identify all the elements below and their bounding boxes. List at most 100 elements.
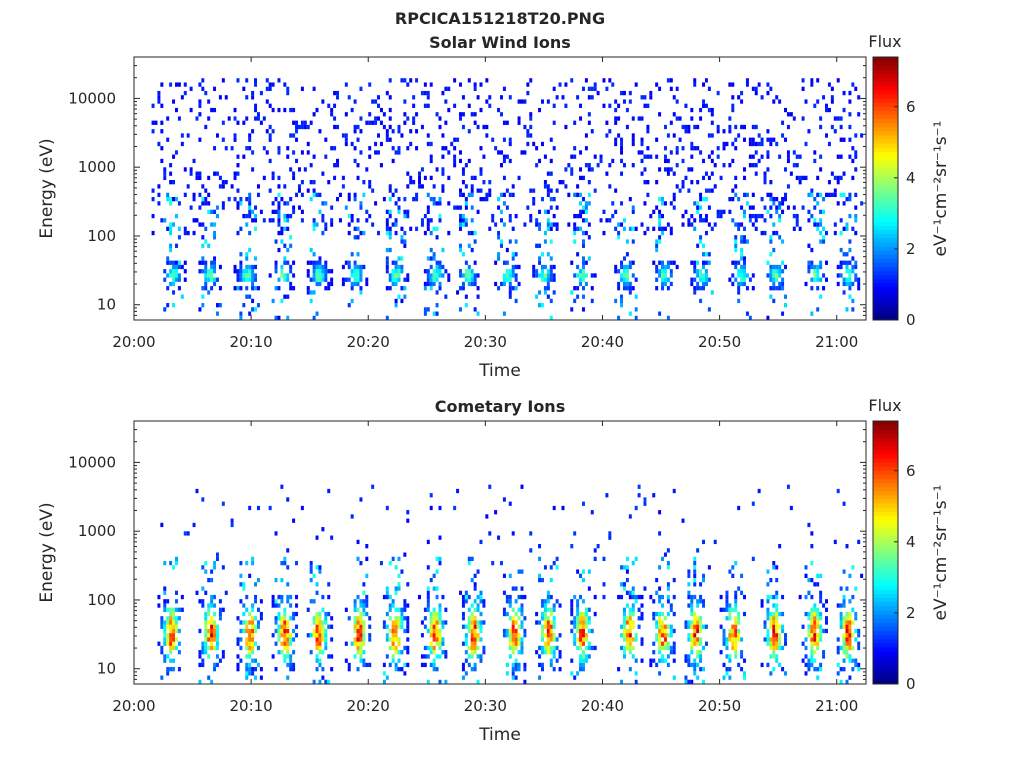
- heatmap-cell: [172, 565, 176, 570]
- heatmap-cell: [740, 205, 744, 210]
- heatmap-cell: [341, 184, 345, 189]
- heatmap-cell: [734, 603, 738, 608]
- heatmap-cell: [388, 286, 392, 291]
- heatmap-cell: [245, 645, 249, 651]
- heatmap-cell: [693, 662, 697, 668]
- heatmap-cell: [283, 637, 287, 642]
- heatmap-cell: [426, 628, 430, 634]
- heatmap-cell: [690, 624, 694, 629]
- heatmap-cell: [397, 620, 401, 625]
- heatmap-cell: [406, 518, 410, 523]
- heatmap-cell: [546, 294, 550, 299]
- heatmap-cell: [508, 637, 512, 642]
- heatmap-cell: [432, 196, 436, 202]
- heatmap-cell: [391, 556, 395, 562]
- heatmap-cell: [201, 235, 205, 240]
- heatmap-cell: [163, 658, 167, 663]
- heatmap-cell: [810, 658, 814, 663]
- heatmap-cell: [634, 599, 638, 604]
- heatmap-cell: [385, 269, 389, 274]
- heatmap-cell: [827, 141, 831, 147]
- heatmap-cell: [766, 616, 770, 621]
- heatmap-cell: [546, 594, 550, 600]
- heatmap-cell: [558, 654, 562, 659]
- heatmap-cell: [236, 637, 240, 642]
- heatmap-cell: [470, 273, 474, 278]
- heatmap-cell: [596, 163, 600, 168]
- heatmap-cell: [728, 628, 732, 634]
- heatmap-cell: [505, 599, 509, 604]
- colorbar-segment: [873, 634, 898, 640]
- heatmap-cell: [359, 633, 363, 638]
- colorbar-segment: [873, 196, 898, 202]
- heatmap-cell: [204, 645, 208, 651]
- heatmap-cell: [189, 171, 193, 176]
- heatmap-cell: [467, 129, 471, 134]
- heatmap-cell: [215, 641, 219, 646]
- heatmap-cell: [734, 633, 738, 638]
- heatmap-cell: [851, 594, 855, 600]
- heatmap-cell: [622, 582, 626, 587]
- heatmap-cell: [245, 624, 249, 629]
- heatmap-cell: [757, 141, 761, 147]
- heatmap-cell: [608, 184, 612, 189]
- heatmap-cell: [169, 633, 173, 638]
- heatmap-cell: [438, 633, 442, 638]
- heatmap-cell: [649, 662, 653, 668]
- heatmap-cell: [172, 269, 176, 274]
- heatmap-cell: [740, 590, 744, 595]
- heatmap-cell: [309, 277, 313, 282]
- heatmap-cell: [286, 273, 290, 278]
- heatmap-cell: [581, 243, 585, 248]
- heatmap-cell: [277, 633, 281, 638]
- heatmap-cell: [819, 222, 823, 227]
- heatmap-cell: [312, 628, 316, 634]
- heatmap-cell: [678, 188, 682, 193]
- heatmap-cell: [690, 645, 694, 651]
- heatmap-cell: [564, 167, 568, 172]
- heatmap-cell: [573, 594, 577, 600]
- heatmap-cell: [268, 273, 272, 278]
- heatmap-cell: [848, 281, 852, 287]
- heatmap-cell: [851, 281, 855, 287]
- heatmap-cell: [429, 256, 433, 261]
- heatmap-cell: [242, 303, 246, 308]
- heatmap-cell: [590, 129, 594, 134]
- heatmap-cell: [608, 218, 612, 223]
- heatmap-cell: [769, 624, 773, 629]
- heatmap-cell: [429, 264, 433, 270]
- heatmap-cell: [180, 294, 184, 299]
- heatmap-cell: [453, 154, 457, 159]
- heatmap-cell: [769, 196, 773, 202]
- heatmap-cell: [511, 273, 515, 278]
- heatmap-cell: [359, 658, 363, 663]
- heatmap-cell: [502, 158, 506, 164]
- heatmap-cell: [581, 650, 585, 655]
- heatmap-cell: [207, 607, 211, 612]
- heatmap-cell: [180, 264, 184, 270]
- heatmap-cell: [693, 286, 697, 291]
- heatmap-cell: [540, 269, 544, 274]
- heatmap-cell: [397, 264, 401, 270]
- heatmap-cell: [848, 633, 852, 638]
- heatmap-cell: [447, 230, 451, 236]
- heatmap-cell: [845, 628, 849, 634]
- heatmap-cell: [379, 107, 383, 113]
- heatmap-cell: [687, 188, 691, 193]
- heatmap-cell: [251, 286, 255, 291]
- heatmap-cell: [432, 311, 436, 316]
- heatmap-cell: [359, 645, 363, 651]
- heatmap-cell: [259, 616, 263, 621]
- heatmap-cell: [813, 205, 817, 210]
- heatmap-cell: [362, 662, 366, 668]
- heatmap-cell: [473, 607, 477, 612]
- heatmap-cell: [426, 218, 430, 223]
- heatmap-cell: [283, 256, 287, 261]
- heatmap-cell: [473, 307, 477, 312]
- colorbar-segment: [873, 311, 898, 317]
- heatmap-cell: [464, 260, 468, 265]
- heatmap-cell: [579, 175, 583, 181]
- heatmap-cell: [549, 577, 553, 583]
- heatmap-cell: [573, 624, 577, 629]
- panel-title: Solar Wind Ions: [429, 33, 571, 52]
